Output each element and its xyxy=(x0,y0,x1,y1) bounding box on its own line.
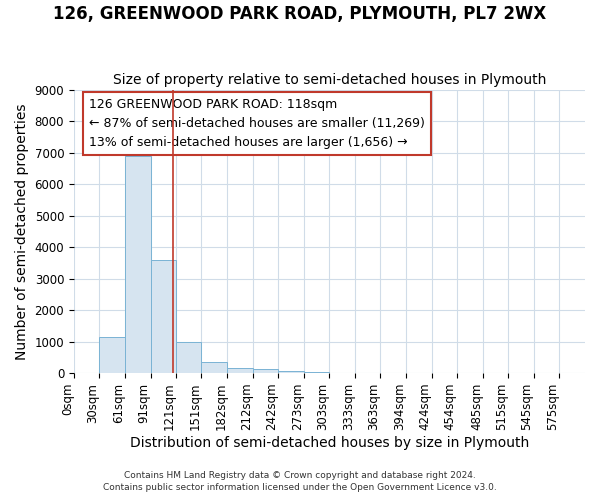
Text: 126, GREENWOOD PARK ROAD, PLYMOUTH, PL7 2WX: 126, GREENWOOD PARK ROAD, PLYMOUTH, PL7 … xyxy=(53,5,547,23)
Title: Size of property relative to semi-detached houses in Plymouth: Size of property relative to semi-detach… xyxy=(113,73,546,87)
Y-axis label: Number of semi-detached properties: Number of semi-detached properties xyxy=(15,103,29,360)
Bar xyxy=(176,342,201,373)
Bar xyxy=(201,362,227,373)
Bar xyxy=(253,370,278,373)
Bar xyxy=(227,368,253,373)
Bar xyxy=(278,370,304,373)
X-axis label: Distribution of semi-detached houses by size in Plymouth: Distribution of semi-detached houses by … xyxy=(130,436,529,450)
Bar xyxy=(151,260,176,373)
Text: Contains HM Land Registry data © Crown copyright and database right 2024.
Contai: Contains HM Land Registry data © Crown c… xyxy=(103,471,497,492)
Bar xyxy=(304,372,329,373)
Bar xyxy=(99,338,125,373)
Text: 126 GREENWOOD PARK ROAD: 118sqm
← 87% of semi-detached houses are smaller (11,26: 126 GREENWOOD PARK ROAD: 118sqm ← 87% of… xyxy=(89,98,425,149)
Bar xyxy=(125,156,151,373)
